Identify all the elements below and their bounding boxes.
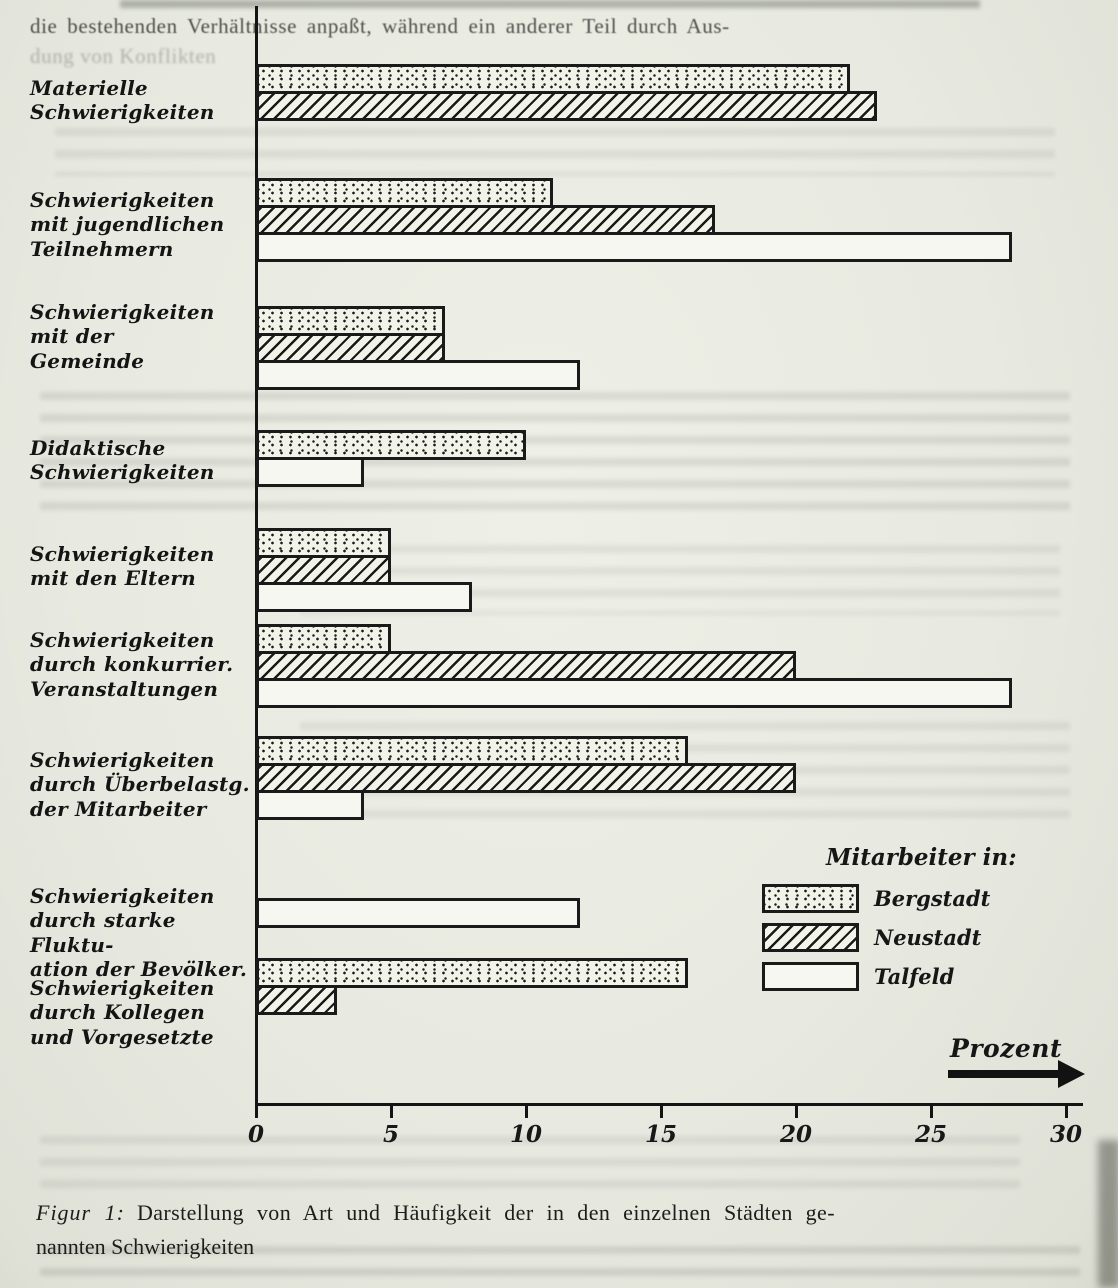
category-label: Schwierigkeiten durch Kollegen und Vorge… xyxy=(30,976,215,1049)
category-label: Schwierigkeiten mit jugendlichen Teilneh… xyxy=(30,188,225,261)
prozent-arrow-icon xyxy=(1058,1060,1085,1088)
category-label: Schwierigkeiten durch konkurrier. Verans… xyxy=(30,628,234,701)
bar-talfeld xyxy=(256,232,1012,262)
bar-talfeld xyxy=(256,360,580,390)
category-label: Schwierigkeiten durch starke Fluktu- ati… xyxy=(30,884,248,982)
bar-bergstadt xyxy=(256,430,526,460)
bar-neustadt xyxy=(256,651,796,681)
legend-label-bergstadt: Bergstadt xyxy=(874,886,991,911)
bar-neustadt xyxy=(256,333,445,363)
bar-neustadt xyxy=(256,985,337,1015)
scan-edge-blotch xyxy=(1098,1140,1118,1288)
x-axis-tick xyxy=(660,1103,663,1118)
x-axis-tick-label: 10 xyxy=(509,1121,543,1148)
bar-bergstadt xyxy=(256,624,391,654)
bleed-through-smudge xyxy=(55,128,1055,176)
bar-bergstadt xyxy=(256,958,688,988)
category-label: Schwierigkeiten mit der Gemeinde xyxy=(30,300,215,373)
bar-talfeld xyxy=(256,678,1012,708)
bar-neustadt xyxy=(256,763,796,793)
bar-bergstadt xyxy=(256,528,391,558)
bar-neustadt xyxy=(256,91,877,121)
x-axis-tick xyxy=(795,1103,798,1118)
x-axis-tick-label: 15 xyxy=(644,1121,678,1148)
figure-caption: Figur 1: Darstellung von Art und Häufigke… xyxy=(36,1196,1086,1264)
bar-bergstadt xyxy=(256,736,688,766)
x-axis-tick xyxy=(255,1103,258,1118)
x-axis-tick-label: 0 xyxy=(247,1121,265,1148)
x-axis-label: Prozent xyxy=(950,1034,1062,1063)
category-label: Didaktische Schwierigkeiten xyxy=(30,436,215,485)
bar-talfeld xyxy=(256,898,580,928)
caption-line-2: nannten Schwierigkeiten xyxy=(36,1234,255,1260)
x-axis-tick xyxy=(930,1103,933,1118)
x-axis-tick xyxy=(525,1103,528,1118)
legend-label-neustadt: Neustadt xyxy=(874,925,982,950)
bar-bergstadt xyxy=(256,178,553,208)
category-label: Schwierigkeiten mit den Eltern xyxy=(30,542,215,591)
bleed-through-smudge xyxy=(120,0,980,9)
prozent-arrow-icon xyxy=(948,1070,1060,1078)
legend-title: Mitarbeiter in: xyxy=(826,844,1017,871)
bleed-through-smudge xyxy=(40,1136,1020,1188)
cropped-page-text: die bestehenden Verhältnisse anpaßt, wäh… xyxy=(30,14,730,38)
caption-figure-label: Figur 1: xyxy=(36,1200,125,1225)
bar-talfeld xyxy=(256,457,364,487)
cropped-page-text: dung von Konflikten xyxy=(30,44,217,68)
legend-swatch-bergstadt xyxy=(762,884,859,913)
bleed-through-smudge xyxy=(40,392,1070,518)
bar-bergstadt xyxy=(256,306,445,336)
x-axis-tick xyxy=(390,1103,393,1118)
x-axis-tick-label: 30 xyxy=(1049,1121,1083,1148)
legend-label-talfeld: Talfeld xyxy=(874,964,955,989)
legend-item-talfeld: Talfeld xyxy=(762,962,954,991)
legend-item-neustadt: Neustadt xyxy=(762,923,981,952)
x-axis-tick-label: 20 xyxy=(779,1121,813,1148)
caption-text: Darstellung von Art und Häufigkeit der i… xyxy=(136,1200,835,1225)
legend-item-bergstadt: Bergstadt xyxy=(762,884,990,913)
legend-swatch-neustadt xyxy=(762,923,859,952)
category-label: Materielle Schwierigkeiten xyxy=(30,76,215,125)
bar-talfeld xyxy=(256,582,472,612)
caption-line-1: Figur 1: Darstellung von Art und Häufigke… xyxy=(36,1196,1086,1230)
x-axis-line xyxy=(255,1103,1083,1106)
bar-neustadt xyxy=(256,205,715,235)
bar-bergstadt xyxy=(256,64,850,94)
x-axis-tick-label: 25 xyxy=(914,1121,948,1148)
category-label: Schwierigkeiten durch Überbelastg. der M… xyxy=(30,748,250,821)
legend-swatch-talfeld xyxy=(762,962,859,991)
bleed-through-smudge xyxy=(40,1246,1080,1286)
bar-neustadt xyxy=(256,555,391,585)
x-axis-tick-label: 5 xyxy=(382,1121,400,1148)
bar-talfeld xyxy=(256,790,364,820)
x-axis-tick xyxy=(1065,1103,1068,1118)
